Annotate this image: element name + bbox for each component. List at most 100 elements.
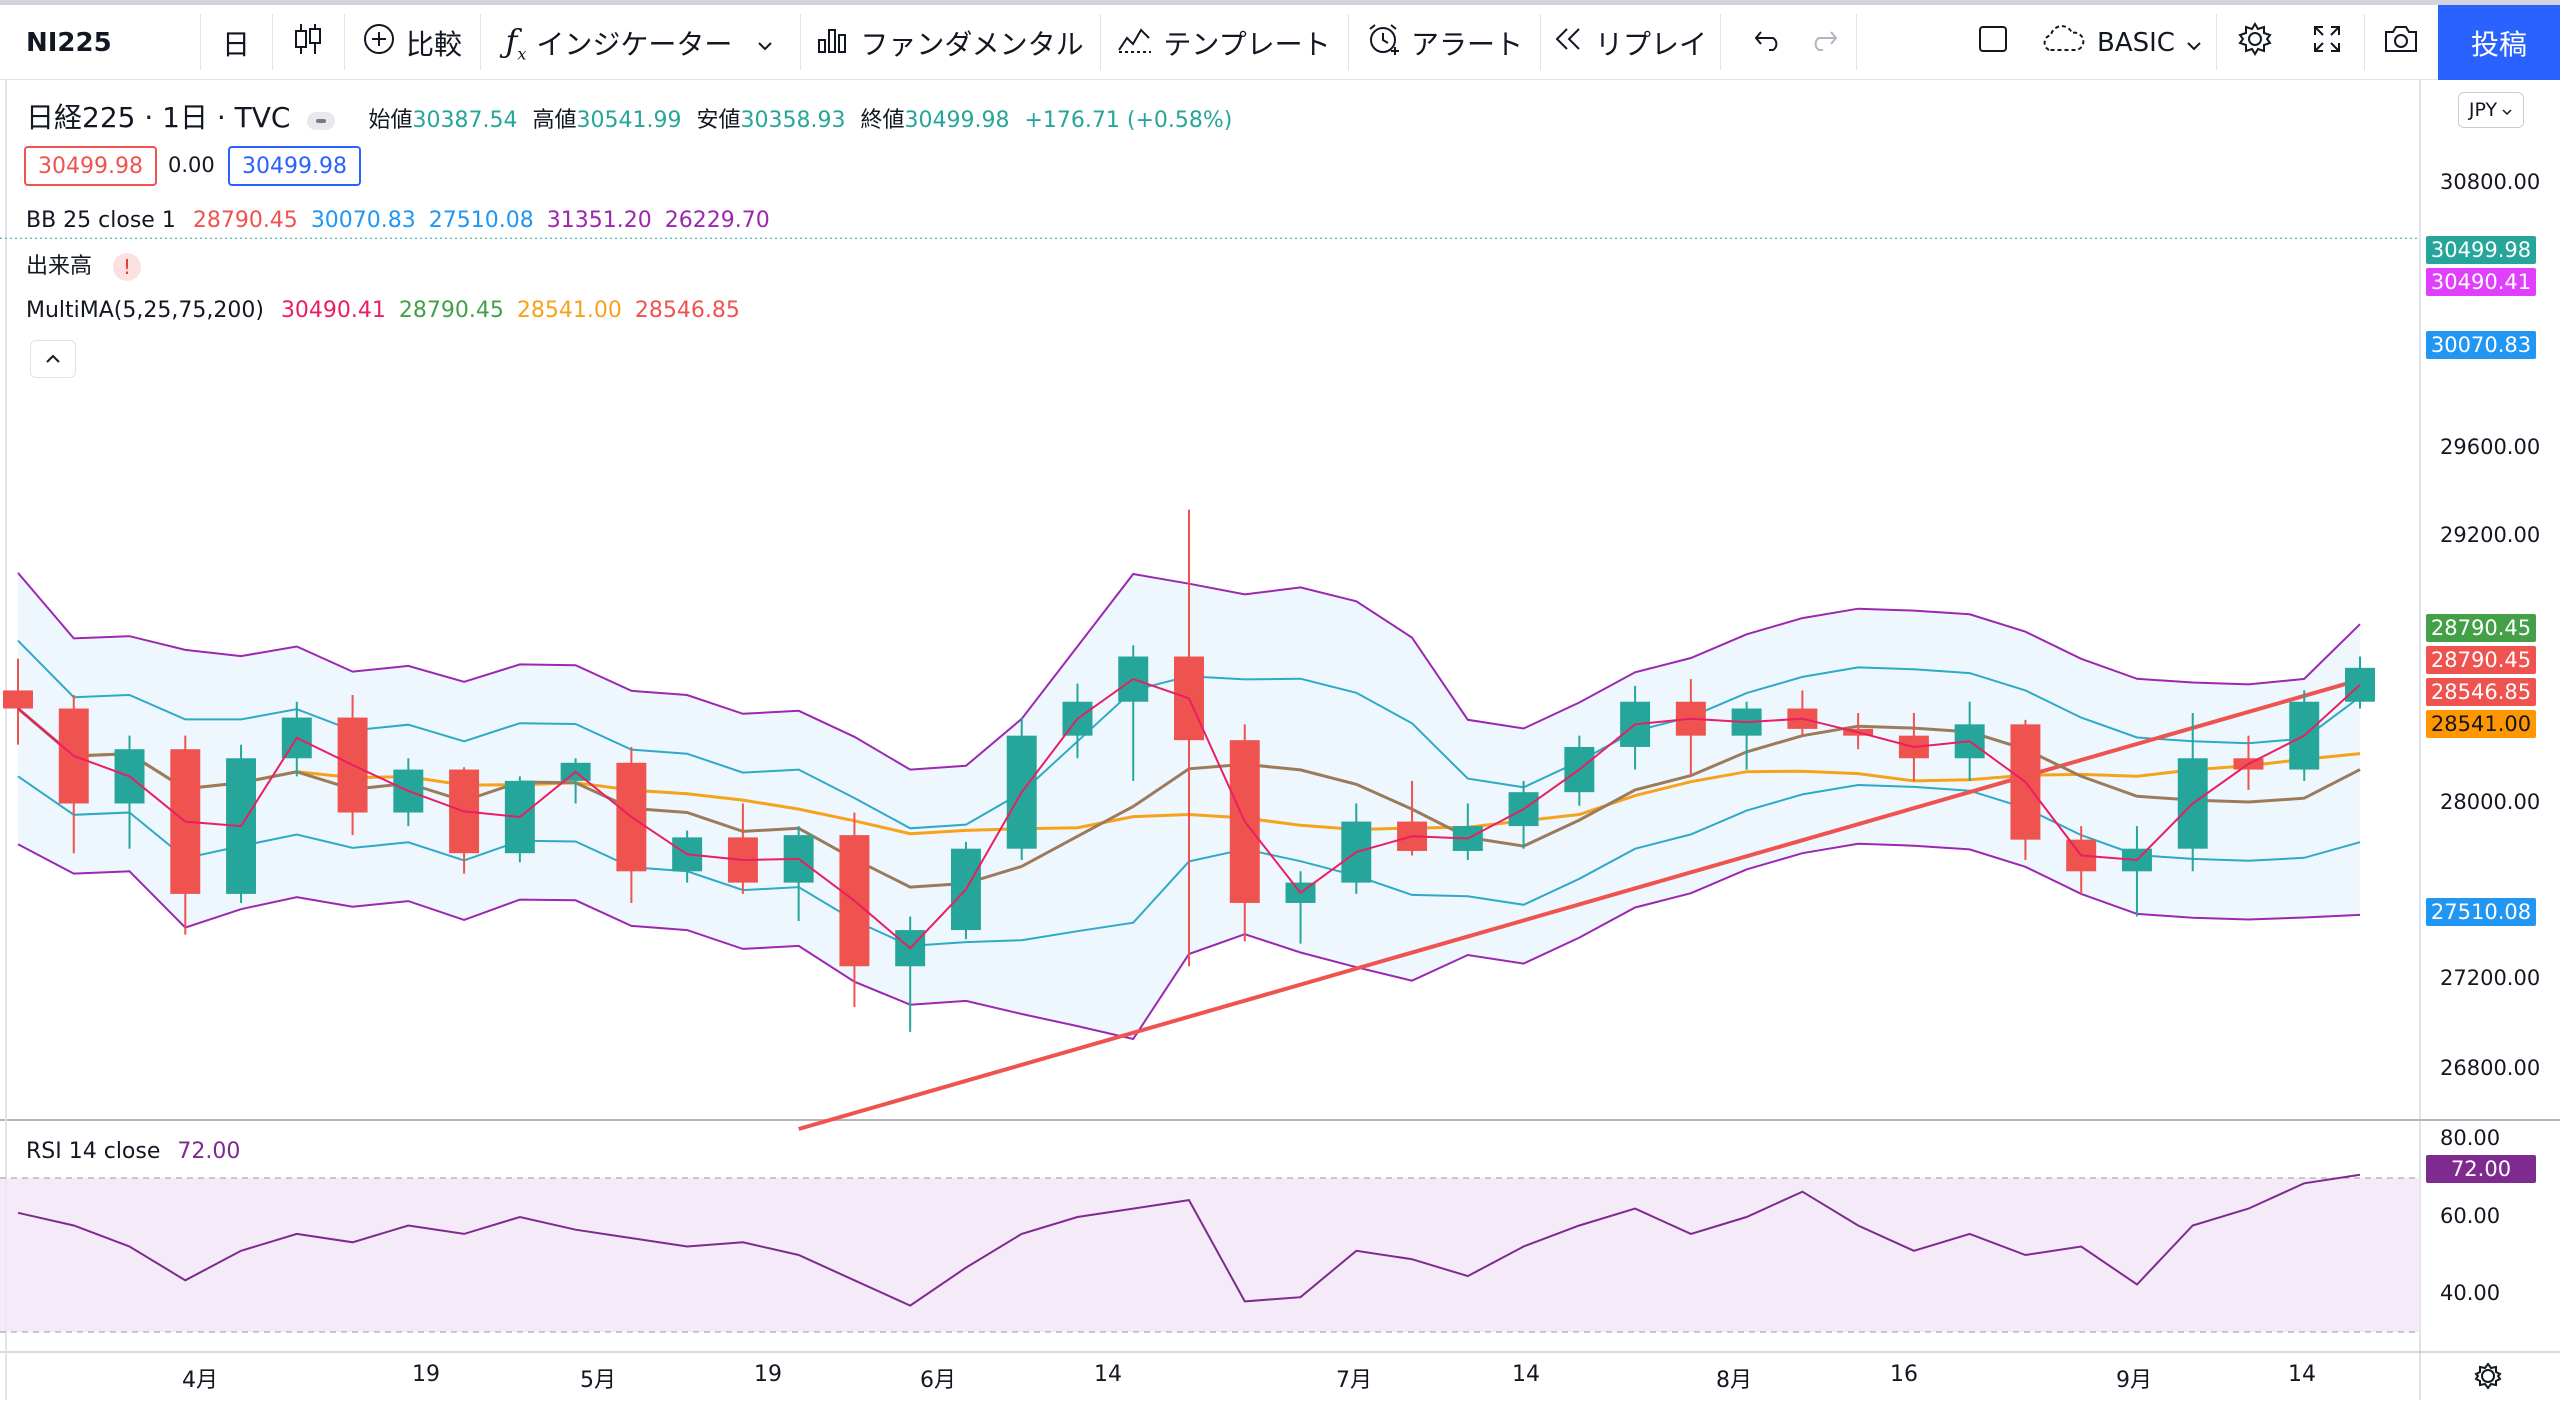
time-axis-label: 8月 — [1716, 1368, 1752, 1393]
chevron-down-icon — [756, 26, 774, 59]
rsi-band-fill — [0, 1178, 2420, 1332]
gear-icon — [2237, 21, 2273, 64]
toolbar-separator — [272, 14, 273, 70]
ma5-value: 30490.41 — [280, 298, 386, 323]
price-axis-label: 26800.00 — [2440, 1056, 2541, 1080]
plus-circle-icon — [362, 22, 396, 63]
warning-icon[interactable]: ! — [113, 253, 142, 281]
rsi-axis-label: 80.00 — [2440, 1126, 2501, 1150]
ma75-price-tag: 28541.00 — [2426, 710, 2536, 738]
interval-button[interactable]: 日 — [200, 5, 272, 80]
time-axis-label: 14 — [1512, 1362, 1540, 1387]
ma5-price-tag: 30490.41 — [2426, 268, 2536, 296]
chevron-down-icon — [2185, 26, 2203, 59]
sell-price-button[interactable]: 30499.98 — [24, 146, 157, 186]
cloud-icon — [2039, 24, 2087, 61]
redo-button[interactable] — [1796, 5, 1852, 80]
volume-legend[interactable]: 出来高 ! — [26, 248, 142, 281]
bb-mid-price-tag: 28790.45 — [2426, 646, 2536, 674]
alarm-clock-icon — [1365, 21, 1401, 64]
ma25-value: 28790.45 — [398, 298, 504, 323]
ma200-line — [798, 677, 2361, 1131]
fullscreen-button[interactable] — [2292, 5, 2362, 80]
time-axis-label: 4月 — [182, 1368, 218, 1393]
toolbar-separator — [1720, 14, 1721, 70]
top-toolbar: NI225 日 比較 ƒx インジケーター ファンダメンタル — [0, 0, 2560, 80]
buy-price-button[interactable]: 30499.98 — [228, 146, 361, 186]
bar-chart-icon — [816, 24, 850, 61]
publish-label: 投稿 — [2470, 27, 2527, 61]
templates-button[interactable]: テンプレート — [1100, 5, 1348, 80]
time-axis-label: 9月 — [2116, 1368, 2152, 1393]
ma25-price-tag: 28790.45 — [2426, 614, 2536, 642]
chart-type-button[interactable] — [272, 5, 344, 80]
plan-button[interactable]: BASIC — [2036, 5, 2206, 80]
ma200-price-tag: 28546.85 — [2426, 678, 2536, 706]
open-label: 始値 — [368, 108, 413, 133]
toolbar-separator — [1348, 14, 1349, 70]
price-axis-label: 29200.00 — [2440, 523, 2541, 547]
bb-value-4: 31351.20 — [546, 208, 652, 233]
toolbar-separator — [800, 14, 801, 70]
volume-label: 出来高 — [26, 254, 93, 279]
time-axis-label: 16 — [1890, 1362, 1918, 1387]
bb-upper-price-tag: 30070.83 — [2426, 331, 2536, 359]
layout-button[interactable] — [1960, 5, 2026, 80]
function-icon: ƒx — [505, 21, 527, 64]
rsi-value: 72.00 — [177, 1139, 241, 1164]
toolbar-separator — [1100, 14, 1101, 70]
toolbar-top-strip — [0, 0, 2560, 5]
high-value: 30541.99 — [576, 108, 682, 133]
currency-label: JPY — [2468, 99, 2498, 121]
template-icon — [1117, 24, 1153, 61]
symbol-title[interactable]: 日経225 · 1日 · TVC — [26, 101, 291, 134]
compare-label: 比較 — [405, 27, 462, 61]
price-axis-label: 29600.00 — [2440, 435, 2541, 459]
plan-label: BASIC — [2097, 27, 2175, 58]
symbol-label: NI225 — [26, 27, 112, 58]
toolbar-separator — [2216, 14, 2217, 70]
square-icon — [1977, 23, 2009, 62]
symbol-search-button[interactable]: NI225 — [0, 5, 200, 80]
settings-button[interactable] — [2220, 5, 2290, 80]
time-axis-label: 19 — [412, 1362, 440, 1387]
bb-legend[interactable]: BB 25 close 1 28790.45 30070.83 27510.08… — [26, 208, 770, 233]
ma75-value: 28541.00 — [516, 298, 622, 323]
bb-value-1: 28790.45 — [192, 208, 298, 233]
rsi-legend[interactable]: RSI 14 close 72.00 — [26, 1139, 240, 1164]
gear-icon[interactable] — [2474, 1362, 2502, 1390]
bid-value: 30499.98 — [38, 153, 143, 179]
toolbar-separator — [200, 14, 201, 70]
ma-label: MultiMA(5,25,75,200) — [26, 298, 264, 323]
snapshot-button[interactable] — [2366, 5, 2436, 80]
hide-symbol-button[interactable] — [307, 112, 336, 130]
ma5-line — [17, 677, 2361, 950]
toolbar-separator — [1856, 14, 1857, 70]
bb-value-3: 27510.08 — [428, 208, 534, 233]
rewind-icon — [1553, 26, 1585, 59]
alert-button[interactable]: アラート — [1348, 5, 1540, 80]
close-label: 終値 — [860, 108, 905, 133]
rsi-line — [17, 1173, 2361, 1307]
candle-body — [3, 690, 33, 709]
spread-value: 0.00 — [168, 153, 215, 177]
fundamentals-label: ファンダメンタル — [860, 27, 1084, 61]
fundamentals-button[interactable]: ファンダメンタル — [800, 5, 1100, 80]
indicators-label: インジケーター — [536, 27, 733, 61]
low-value: 30358.93 — [740, 108, 846, 133]
replay-button[interactable]: リプレイ — [1540, 5, 1720, 80]
time-axis-label: 14 — [2288, 1362, 2316, 1387]
indicators-button[interactable]: ƒx インジケーター — [480, 5, 800, 80]
rsi-label: RSI 14 close — [26, 1139, 161, 1164]
collapse-legend-button[interactable] — [30, 340, 76, 378]
toolbar-separator — [1540, 14, 1541, 70]
compare-button[interactable]: 比較 — [344, 5, 480, 80]
toolbar-separator — [344, 14, 345, 70]
currency-selector[interactable]: JPY — [2458, 92, 2524, 128]
publish-button[interactable]: 投稿 — [2438, 5, 2560, 80]
ask-value: 30499.98 — [242, 153, 347, 179]
chart-canvas[interactable] — [0, 80, 2560, 1411]
undo-button[interactable] — [1740, 5, 1796, 80]
ma-legend[interactable]: MultiMA(5,25,75,200) 30490.41 28790.45 2… — [26, 298, 740, 323]
toolbar-separator — [2364, 14, 2365, 70]
